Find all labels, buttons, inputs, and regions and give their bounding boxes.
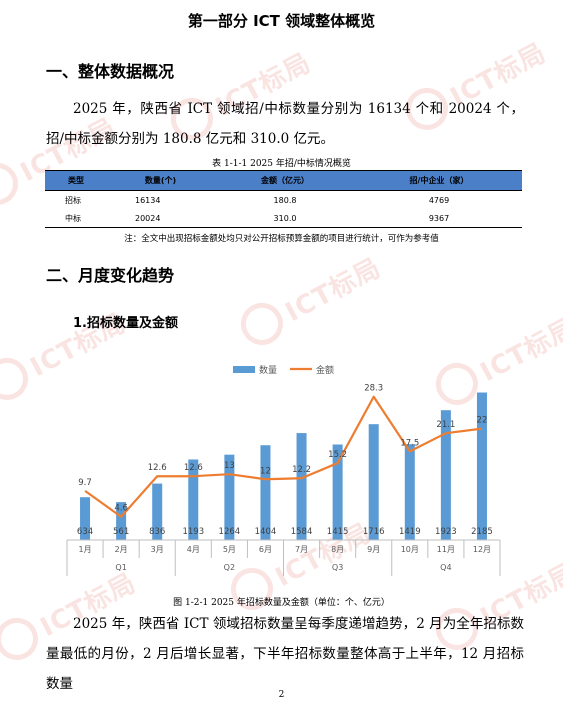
table-cell: 4769: [428, 195, 450, 205]
table-header-cell: 数量(个): [107, 170, 214, 191]
x-tick-label: 3月: [151, 545, 164, 554]
overview-paragraph: 2025 年，陕西省 ICT 领域招/中标数量分别为 16134 个和 2002…: [46, 101, 524, 147]
x-tick-label: 1月: [78, 545, 91, 554]
quarter-label: Q2: [224, 563, 235, 572]
bar-count-1: [80, 497, 91, 540]
line-value-label: 13: [224, 461, 235, 471]
summary-table: 类型 数量(个) 金额（亿元） 招/中企业（家） 招标 16134 180.8 …: [45, 170, 522, 228]
bar-value-label: 1193: [182, 527, 204, 537]
quarter-label: Q3: [332, 563, 343, 572]
document-title: 第一部分 ICT 领域整体概览: [187, 12, 376, 30]
bar-value-label: 1404: [255, 527, 277, 537]
bar-value-label: 1264: [219, 527, 241, 537]
x-tick-label: 2月: [115, 545, 128, 554]
table-caption: 表 1-1-1 2025 年招/中标情况概览: [212, 159, 351, 169]
legend-swatch-count: [233, 366, 255, 373]
x-tick-label: 12月: [473, 545, 491, 554]
x-tick-label: 8月: [331, 545, 344, 554]
bar-value-label: 2185: [471, 527, 493, 537]
line-value-label: 4.6: [114, 504, 128, 514]
quarter-label: Q1: [115, 563, 126, 572]
table-header-cell: 类型: [45, 170, 107, 191]
table-header-cell: 招/中企业（家）: [356, 170, 522, 191]
x-tick-label: 11月: [437, 545, 455, 554]
table-cell: 310.0: [214, 209, 356, 228]
x-tick-label: 10月: [401, 545, 419, 554]
line-value-label: 12.6: [148, 463, 167, 473]
page-number: 2: [278, 690, 285, 700]
chart-caption: 图 1-2-1 2025 年招标数量及金额（单位：个、亿元）: [173, 598, 390, 608]
x-tick-label: 5月: [223, 545, 236, 554]
bar-count-7: [296, 433, 307, 540]
bar-value-label: 634: [77, 527, 93, 537]
chart-legend: 数量 金额: [233, 364, 334, 376]
quarter-label: Q4: [440, 563, 451, 572]
line-value-label: 21.1: [436, 420, 455, 430]
table-cell: 16134: [135, 195, 161, 205]
bar-value-label: 1419: [399, 527, 421, 537]
bar-count-8: [332, 444, 343, 540]
line-value-label: 22: [477, 416, 488, 426]
x-tick-label: 9月: [367, 545, 380, 554]
bar-value-label: 561: [113, 527, 129, 537]
table-cell: 180.8: [273, 195, 297, 205]
x-tick-label: 4月: [187, 545, 200, 554]
bar-value-label: 1716: [363, 527, 385, 537]
legend-label-count: 数量: [259, 364, 277, 376]
bar-count-5: [224, 454, 235, 540]
subsection-heading: 1.招标数量及金额: [73, 316, 178, 331]
bar-count-12: [476, 392, 487, 540]
bar-count-2: [116, 502, 127, 540]
line-value-label: 12: [260, 466, 271, 476]
table-cell: 20024: [107, 209, 214, 228]
bar-value-label: 1923: [435, 527, 457, 537]
bar-count-3: [152, 483, 163, 540]
section-heading-monthly-trend: 二、月度变化趋势: [46, 266, 175, 285]
bar-value-label: 1584: [291, 527, 313, 537]
line-value-label: 28.3: [364, 384, 383, 394]
table-header-row: 类型 数量(个) 金额（亿元） 招/中企业（家）: [45, 170, 522, 191]
x-tick-label: 6月: [259, 545, 272, 554]
trend-paragraph: 2025 年，陕西省 ICT 领域招标数量呈每季度递增趋势，2 月为全年招标数量…: [46, 616, 524, 692]
bar-count-10: [404, 444, 415, 540]
table-row: 招标 16134 180.8 4769: [45, 191, 522, 210]
legend-label-amount: 金额: [316, 364, 334, 376]
x-tick-label: 7月: [295, 545, 308, 554]
table-note: 注：全文中出现招标金额处均只对公开招标预算金额的项目进行统计，可作为参考值: [124, 234, 439, 244]
line-value-label: 9.7: [78, 478, 92, 488]
line-value-label: 12.2: [292, 465, 311, 475]
bar-value-label: 836: [149, 527, 165, 537]
line-value-label: 15.2: [328, 450, 347, 460]
bar-count-11: [440, 410, 451, 540]
bar-value-label: 1415: [327, 527, 349, 537]
line-value-label: 17.5: [400, 438, 419, 448]
table-cell: 中标: [45, 209, 107, 228]
table-header-cell: 金额（亿元）: [214, 170, 356, 191]
bar-count-4: [188, 459, 199, 540]
monthly-bids-chart: 数量 金额 634 9.7 561 4.6 836 12.6 1193 12.6 1264 13 1…: [66, 364, 501, 576]
table-cell: 招标: [65, 195, 81, 205]
table-row: 中标 20024 310.0 9367: [45, 209, 522, 228]
line-value-label: 12.6: [184, 463, 203, 473]
bar-count-9: [368, 424, 379, 540]
bar-count-6: [260, 445, 271, 540]
watermark-logo: ICT标局: [233, 240, 397, 356]
section-heading-overview: 一、整体数据概况: [46, 62, 175, 81]
table-cell: 9367: [356, 209, 522, 228]
line-amount: [84, 395, 483, 518]
